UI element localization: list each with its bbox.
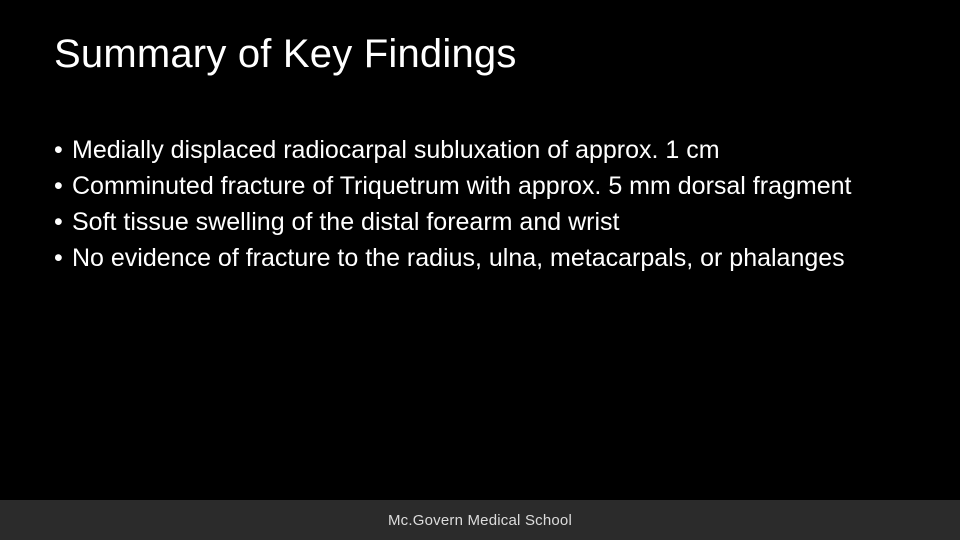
footer-text: Mc.Govern Medical School [388, 512, 572, 529]
slide-title: Summary of Key Findings [54, 32, 517, 77]
bullet-item: Medially displaced radiocarpal subluxati… [54, 134, 914, 166]
slide-body: Medially displaced radiocarpal subluxati… [54, 134, 914, 278]
bullet-item: Soft tissue swelling of the distal forea… [54, 206, 914, 238]
bullet-item: Comminuted fracture of Triquetrum with a… [54, 170, 914, 202]
slide: Summary of Key Findings Medially displac… [0, 0, 960, 540]
bullet-item: No evidence of fracture to the radius, u… [54, 242, 914, 274]
footer-bar: Mc.Govern Medical School [0, 500, 960, 540]
